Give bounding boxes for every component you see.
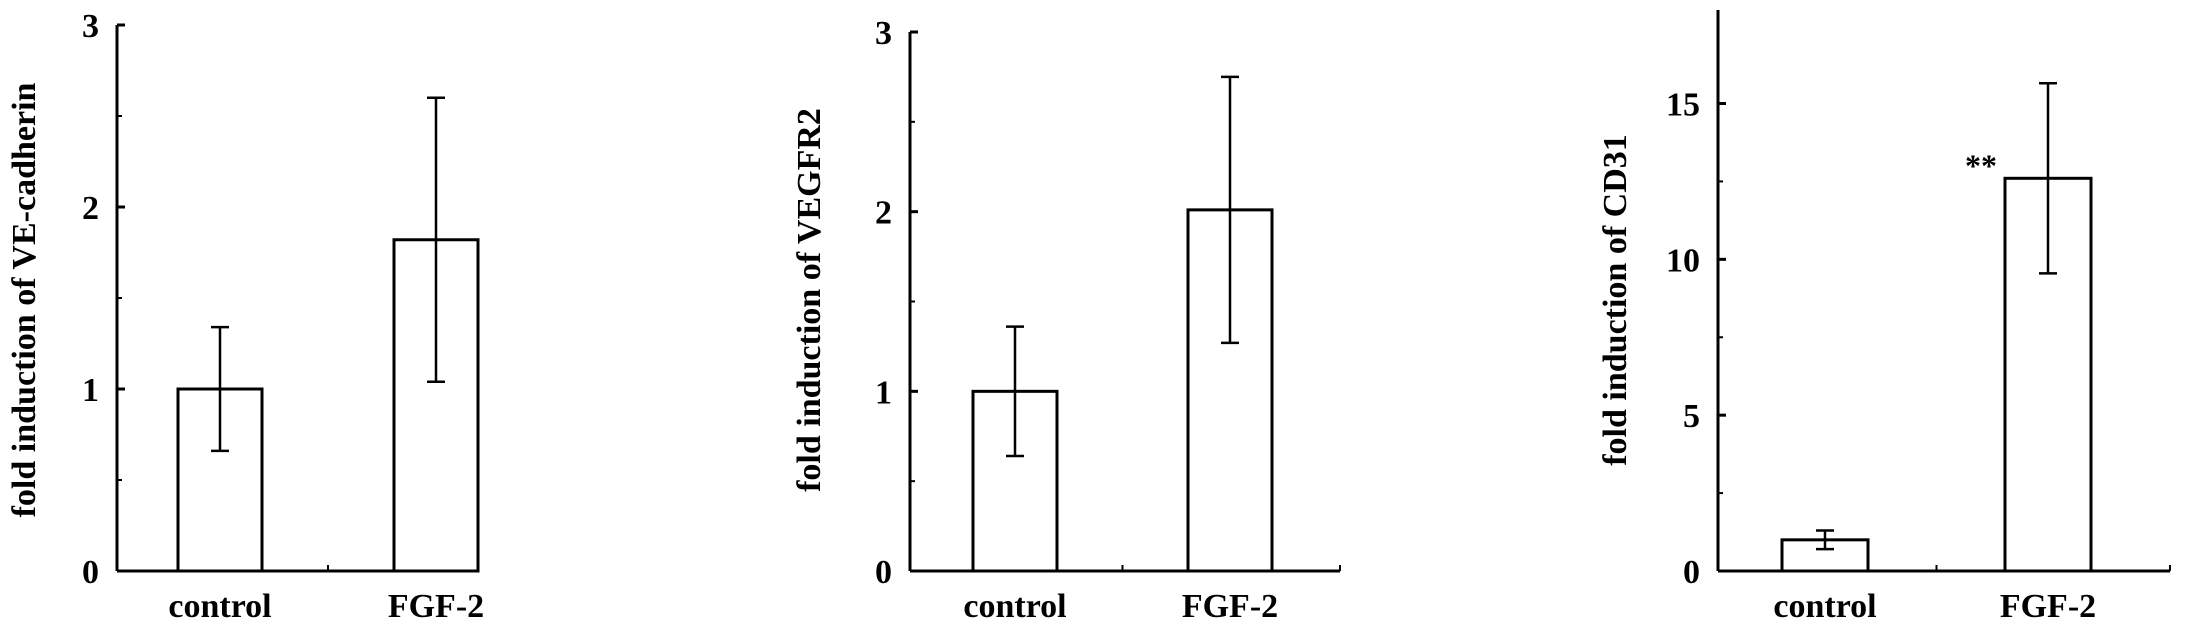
chart-panel-1: 0 1 2 3 control FGF-2 fold induction of VE-cad… <box>6 8 484 622</box>
y-tick-label: 5 <box>1683 398 1700 435</box>
chart-panel-3: 0 5 10 15 control ** FGF-2 fold induction of CD… <box>1597 10 2171 622</box>
y-tick-label: 10 <box>1666 242 1700 279</box>
y-tick-label: 3 <box>875 15 892 52</box>
x-tick-label: FGF-2 <box>388 588 484 622</box>
y-axis-label: fold induction of VE-cadherin <box>6 82 43 517</box>
chart-panel-2: 0 1 2 3 control FGF-2 fold induction of VEGFR2 <box>791 15 1341 622</box>
x-tick-label: FGF-2 <box>2000 588 2096 622</box>
y-tick-label: 15 <box>1666 87 1700 124</box>
x-tick-label: control <box>168 588 271 622</box>
y-tick-label: 0 <box>1683 554 1700 591</box>
y-axis-label: fold induction of VEGFR2 <box>791 108 828 492</box>
significance-annotation: ** <box>1965 147 1997 183</box>
x-tick-label: FGF-2 <box>1182 588 1278 622</box>
y-axis-label: fold induction of CD31 <box>1597 134 1634 466</box>
y-tick-label: 0 <box>875 554 892 591</box>
y-tick-label: 1 <box>82 372 99 409</box>
y-tick-label: 2 <box>82 190 99 227</box>
x-tick-label: control <box>963 588 1066 622</box>
y-tick-label: 2 <box>875 195 892 232</box>
y-tick-label: 1 <box>875 374 892 411</box>
y-tick-label: 0 <box>82 554 99 591</box>
y-tick-label: 3 <box>82 8 99 45</box>
x-tick-label: control <box>1773 588 1876 622</box>
